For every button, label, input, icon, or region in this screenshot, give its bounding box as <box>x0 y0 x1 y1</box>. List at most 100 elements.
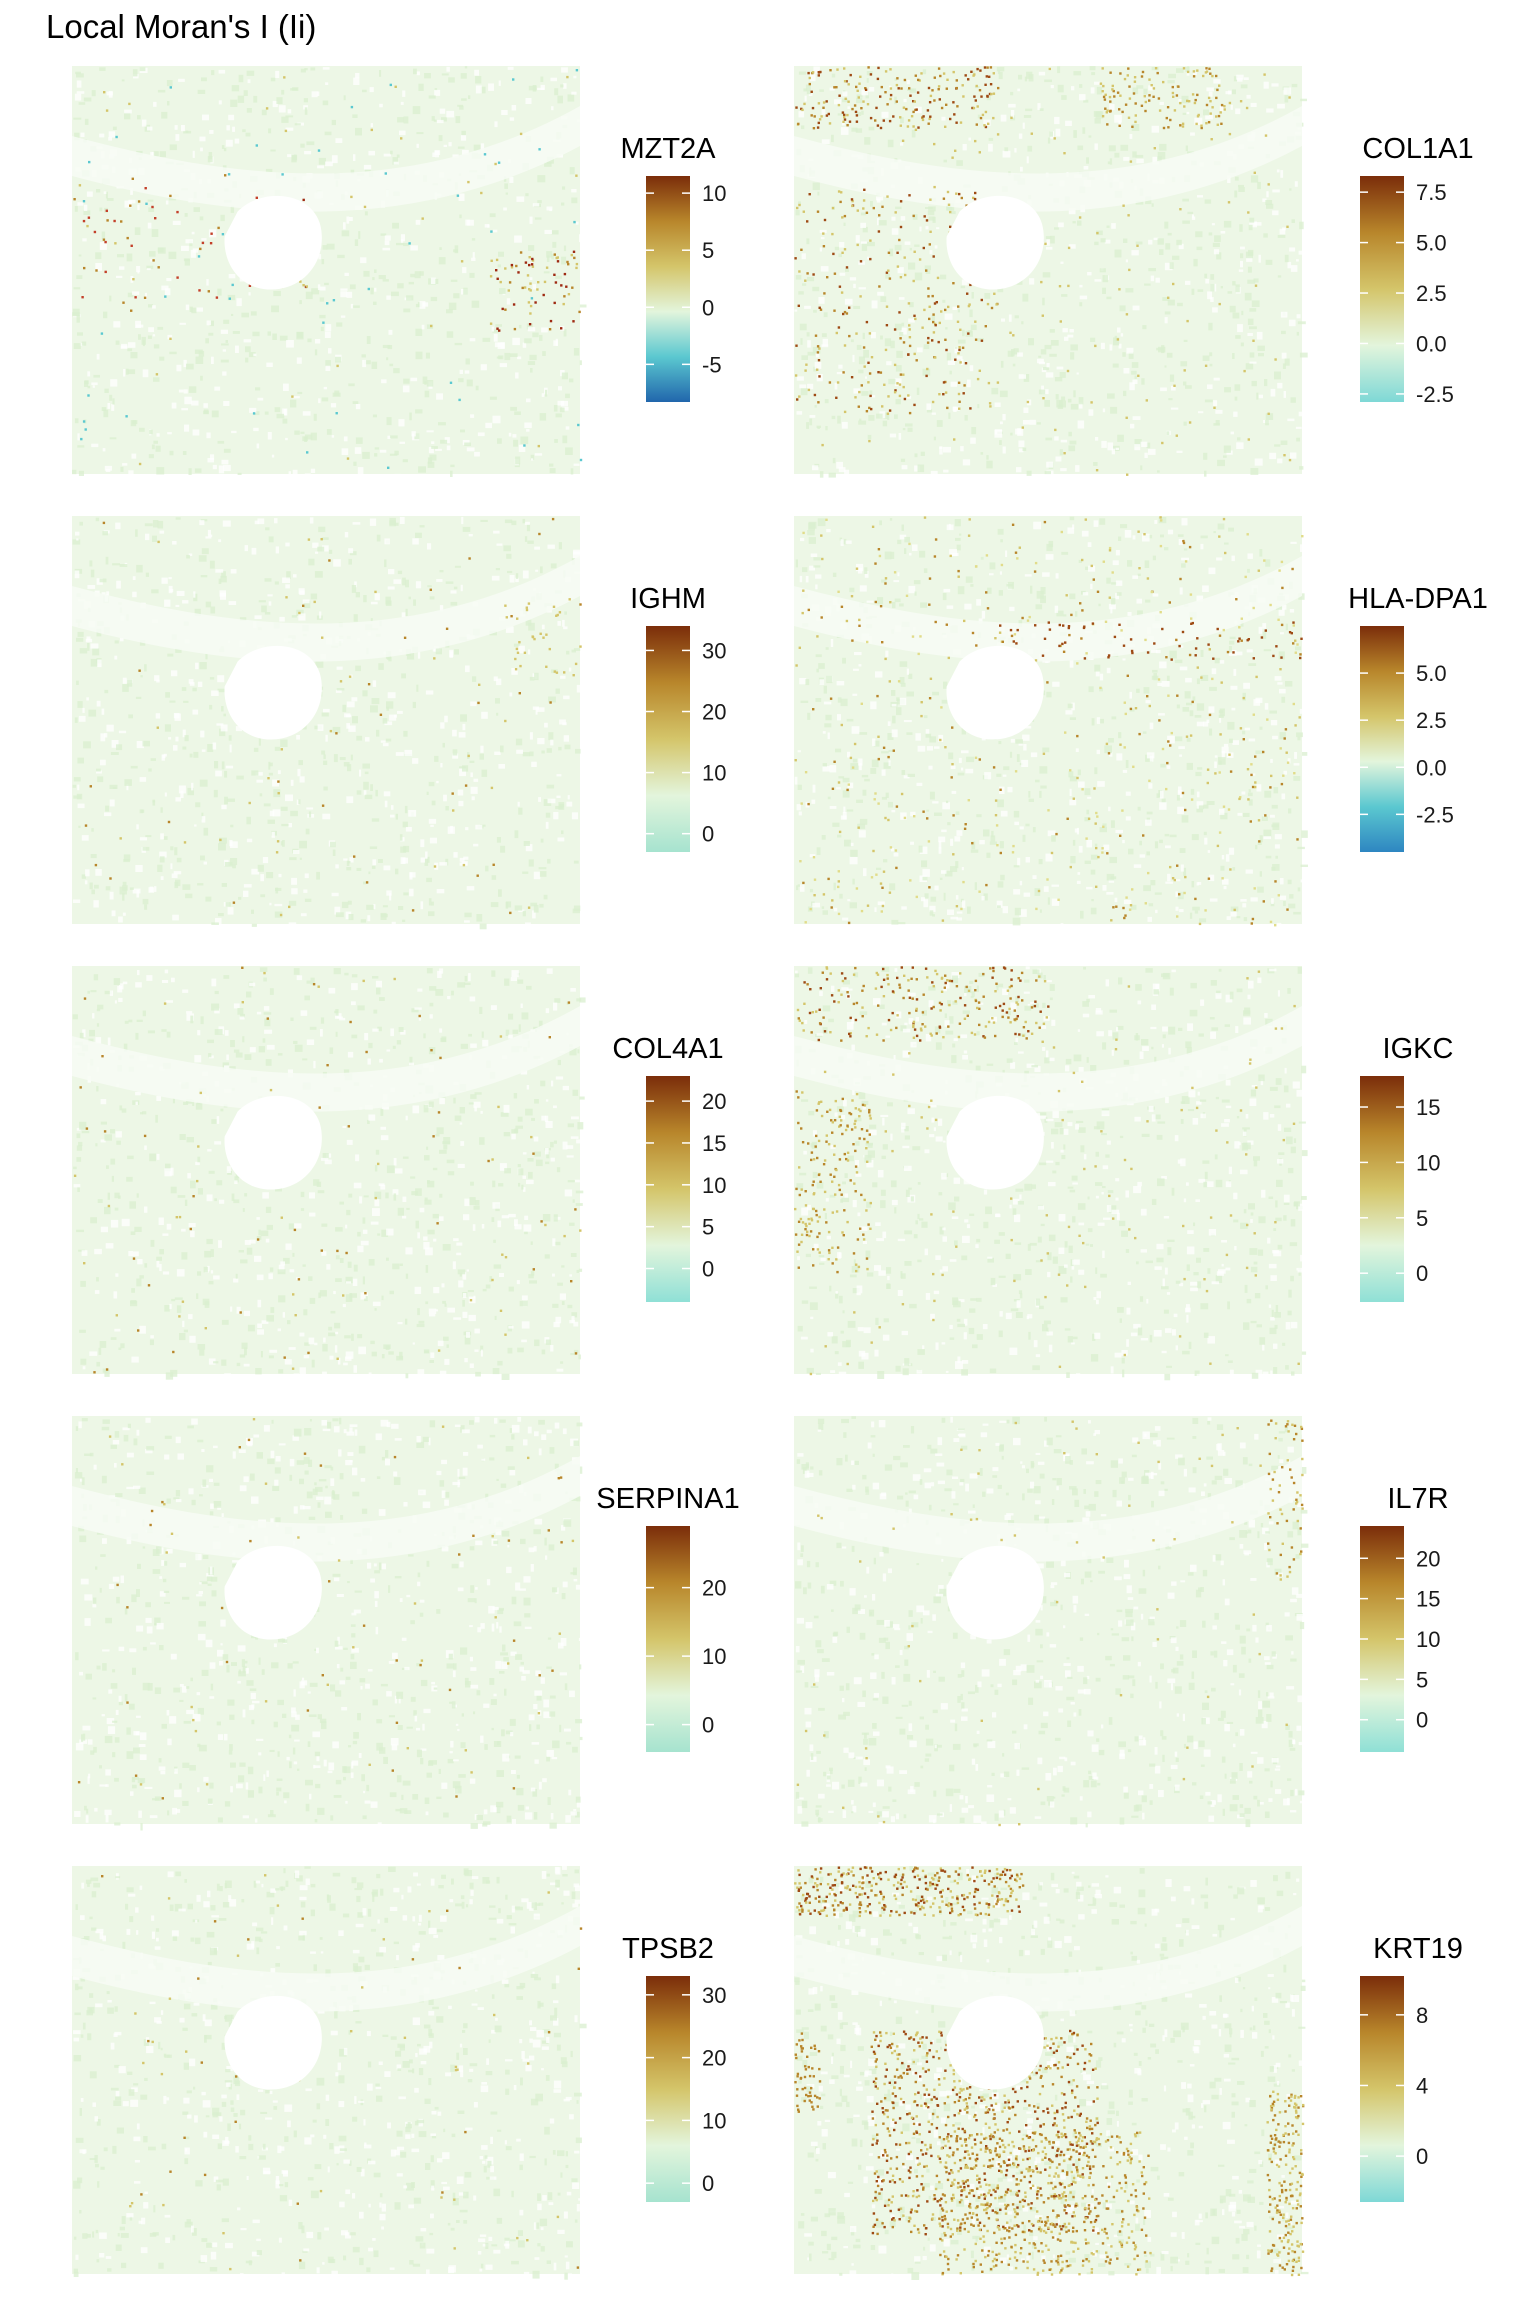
panel-hla-dpa1: HLA-DPA1 5.0 2.5 0.0 -2.5 <box>794 516 1488 928</box>
map-cell-texture <box>794 66 1308 478</box>
map-central-lumen <box>224 645 322 740</box>
legend-tick-label: 4 <box>1416 2073 1428 2098</box>
legend-tick-label: 2.5 <box>1416 708 1447 733</box>
legend-title-igkc: IGKC <box>1383 1033 1454 1065</box>
legend-tick-label: 10 <box>702 761 726 786</box>
map-central-lumen <box>946 1095 1044 1190</box>
map-hotspots <box>73 966 582 1374</box>
legend-tick-label: 8 <box>1416 2003 1428 2028</box>
legend-tick-label: -5 <box>702 352 722 377</box>
legend-title-mzt2a: MZT2A <box>620 133 716 165</box>
legend-tick-label: 10 <box>702 1173 726 1198</box>
spatial-map-col4a1 <box>72 966 586 1381</box>
map-tissue-background <box>794 516 1302 924</box>
map-central-lumen <box>946 1545 1044 1640</box>
map-fibrous-band <box>72 1456 580 1562</box>
panel-ighm: IGHM 30 20 10 0 <box>72 516 726 930</box>
map-fibrous-band <box>794 106 1302 212</box>
legend-tick-label: 20 <box>702 2046 726 2071</box>
legend-tick-label: 30 <box>702 1983 726 2008</box>
legend-tick-label: 15 <box>702 1131 726 1156</box>
spatial-map-krt19 <box>794 1866 1309 2280</box>
legend-title-serpina1: SERPINA1 <box>596 1483 739 1515</box>
map-fibrous-band <box>72 106 580 212</box>
spatial-map-il7r <box>794 1416 1309 1830</box>
legend-colorbar-krt19 <box>1360 1976 1404 2202</box>
legend-title-col1a1: COL1A1 <box>1362 133 1473 165</box>
legend-tick-label: 2.5 <box>1416 281 1447 306</box>
legend-tick-label: 5 <box>702 1215 714 1240</box>
legend-tick-label: 0 <box>702 295 714 320</box>
spatial-map-mzt2a <box>72 66 587 481</box>
legend-tick-label: 0 <box>1416 2144 1428 2169</box>
map-tissue-background <box>72 516 580 924</box>
legend-tick-label: 5.0 <box>1416 231 1447 256</box>
legend-tick-label: 10 <box>702 1644 726 1669</box>
legend-tick-label: 0 <box>1416 1708 1428 1733</box>
map-hotspots <box>794 516 1304 927</box>
map-cell-texture <box>72 66 587 481</box>
spatial-map-igkc <box>794 966 1308 1381</box>
map-central-lumen <box>946 645 1044 740</box>
map-central-lumen <box>224 1095 322 1190</box>
legend-colorbar-serpina1 <box>646 1526 690 1752</box>
legend-tick-label: 30 <box>702 638 726 663</box>
legend-tick-label: 0 <box>702 822 714 847</box>
legend-tick-label: 20 <box>702 1089 726 1114</box>
map-hotspots <box>794 966 1300 1376</box>
legend-colorbar-hla-dpa1 <box>1360 626 1404 852</box>
spatial-map-serpina1 <box>72 1416 583 1831</box>
legend-tick-label: 20 <box>702 700 726 725</box>
panel-serpina1: SERPINA1 20 10 0 <box>72 1416 740 1831</box>
map-tissue-background <box>72 966 580 1374</box>
legend-title-ighm: IGHM <box>630 583 706 615</box>
legend-colorbar-mzt2a <box>646 176 690 402</box>
legend-tick-label: 0 <box>702 1257 714 1282</box>
legend-title-krt19: KRT19 <box>1373 1933 1463 1965</box>
panel-tpsb2: TPSB2 30 20 10 0 <box>72 1866 726 2280</box>
legend-tick-label: 0 <box>1416 1261 1428 1286</box>
legend-tick-label: 0.0 <box>1416 331 1447 356</box>
legend-tick-label: -2.5 <box>1416 382 1454 407</box>
legend-tick-label: 7.5 <box>1416 180 1447 205</box>
map-tissue-background <box>794 1416 1302 1824</box>
map-central-lumen <box>224 195 322 290</box>
legend-tick-label: 0 <box>702 1713 714 1738</box>
legend-tick-label: 10 <box>702 2108 726 2133</box>
legend-tick-label: 20 <box>702 1576 726 1601</box>
map-fibrous-band <box>72 556 580 662</box>
map-central-lumen <box>946 195 1044 290</box>
legend-tick-label: 5 <box>702 238 714 263</box>
legend-colorbar-col4a1 <box>646 1076 690 1302</box>
legend-colorbar-igkc <box>1360 1076 1404 1302</box>
panel-col1a1: COL1A1 7.5 5.0 2.5 0.0 -2.5 <box>794 66 1474 478</box>
legend-tick-label: 15 <box>1416 1095 1440 1120</box>
map-fibrous-band <box>72 1906 580 2012</box>
legend-tick-label: 20 <box>1416 1546 1440 1571</box>
legend-title-il7r: IL7R <box>1387 1483 1448 1515</box>
map-hotspots <box>84 517 582 917</box>
map-fibrous-band <box>794 1456 1302 1562</box>
legend-tick-label: 5 <box>1416 1667 1428 1692</box>
spatial-map-hla-dpa1 <box>794 516 1309 928</box>
map-hotspots <box>101 1874 583 2271</box>
map-cell-texture <box>794 1416 1309 1830</box>
panel-col4a1: COL4A1 20 15 10 5 0 <box>72 966 726 1381</box>
map-central-lumen <box>224 1545 322 1640</box>
legend-tick-label: 5.0 <box>1416 661 1447 686</box>
panel-igkc: IGKC 15 10 5 0 <box>794 966 1453 1381</box>
legend-tick-label: 10 <box>1416 1150 1440 1175</box>
legend-colorbar-col1a1 <box>1360 176 1404 402</box>
map-tissue-background <box>794 1866 1302 2274</box>
map-hotspots <box>794 1866 1305 2277</box>
map-fibrous-band <box>72 1006 580 1112</box>
panel-il7r: IL7R 20 15 10 5 0 <box>794 1416 1449 1830</box>
spatial-map-tpsb2 <box>72 1866 587 2280</box>
legend-title-col4a1: COL4A1 <box>612 1033 723 1065</box>
legend-title-hla-dpa1: HLA-DPA1 <box>1348 583 1488 615</box>
legend-colorbar-ighm <box>646 626 690 852</box>
legend-title-tpsb2: TPSB2 <box>622 1933 714 1965</box>
legend-tick-label: 10 <box>702 181 726 206</box>
panel-krt19: KRT19 8 4 0 <box>794 1866 1463 2280</box>
